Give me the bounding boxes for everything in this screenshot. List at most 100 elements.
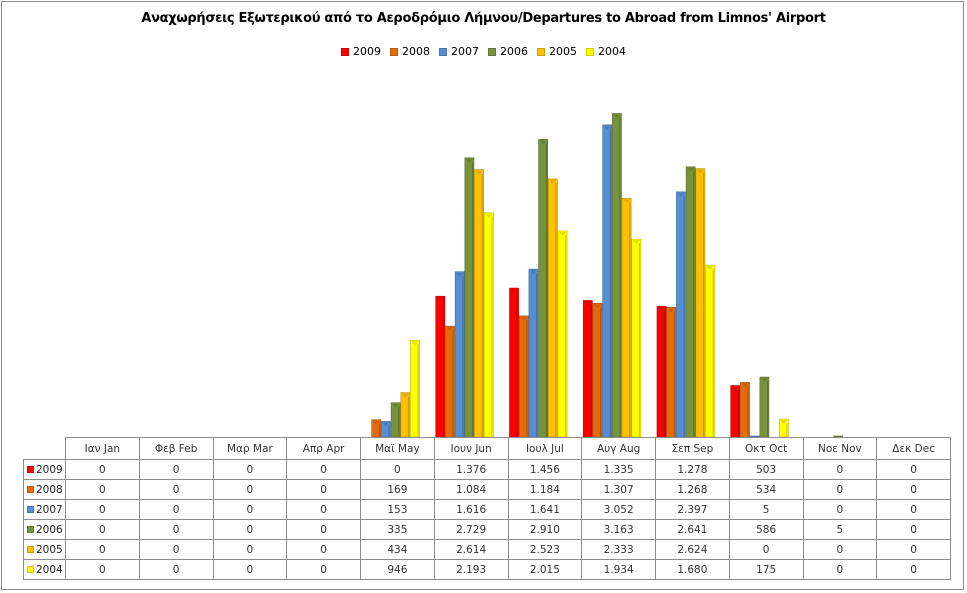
category-label: Μαρ Mar — [212, 437, 288, 460]
data-label: 335 — [360, 519, 435, 540]
series-name: 2006 — [36, 523, 63, 536]
data-label: 0 — [212, 539, 288, 560]
data-label: 3.052 — [581, 499, 656, 520]
legend-label: 2009 — [353, 45, 381, 58]
data-label: 2.333 — [581, 539, 656, 560]
series-row-label: 2009 — [23, 459, 66, 480]
series-swatch — [27, 546, 34, 553]
data-label: 0 — [802, 539, 878, 560]
bar — [740, 382, 750, 438]
data-label: 0 — [65, 559, 140, 580]
data-label: 0 — [286, 459, 361, 480]
data-label: 0 — [138, 479, 214, 500]
bar — [656, 305, 667, 438]
series-row-label: 2005 — [23, 539, 66, 560]
bar — [730, 385, 741, 438]
bar — [371, 419, 382, 438]
category-label: Μαϊ May — [360, 437, 435, 460]
bar — [705, 264, 715, 438]
data-label: 0 — [876, 459, 951, 480]
category-label: Ιουλ Jul — [507, 437, 583, 460]
bar — [528, 268, 539, 438]
series-row-label: 2004 — [23, 559, 66, 580]
data-label: 434 — [360, 539, 435, 560]
bar — [666, 306, 677, 438]
table-row: 2006 0 0 0 0 335 2.729 2.910 3.163 2.641 586 5 0 — [23, 519, 951, 540]
bar — [435, 295, 446, 438]
legend: 2009 2008 2007 2006 2005 2004 — [0, 45, 967, 58]
series-name: 2004 — [36, 563, 63, 576]
legend-swatch — [390, 47, 398, 56]
category-label: Ιουν Jun — [433, 437, 509, 460]
data-label: 0 — [876, 559, 951, 580]
category-label: Νοε Nov — [802, 437, 878, 460]
series-name: 2009 — [36, 463, 63, 476]
bar — [547, 178, 558, 438]
series-name: 2008 — [36, 483, 63, 496]
data-label: 534 — [728, 479, 804, 500]
data-label: 946 — [360, 559, 435, 580]
bar — [676, 191, 686, 438]
data-label: 1.268 — [655, 479, 730, 500]
category-label: Ιαν Jan — [65, 437, 140, 460]
bar — [509, 287, 519, 438]
legend-label: 2006 — [500, 45, 528, 58]
data-label: 0 — [876, 479, 951, 500]
data-label: 0 — [138, 499, 214, 520]
data-label: 0 — [360, 459, 435, 480]
data-label: 0 — [65, 479, 140, 500]
legend-swatch — [586, 47, 594, 56]
legend-label: 2008 — [402, 45, 430, 58]
bar — [454, 271, 465, 438]
data-label: 2.614 — [433, 539, 509, 560]
legend-swatch — [488, 47, 496, 56]
legend-label: 2007 — [451, 45, 479, 58]
data-label: 1.307 — [581, 479, 656, 500]
bar — [474, 169, 484, 438]
legend-item: 2007 — [439, 45, 479, 58]
legend-item: 2009 — [341, 45, 381, 58]
data-label: 2.015 — [507, 559, 583, 580]
legend-item: 2005 — [537, 45, 577, 58]
category-label: Σεπ Sep — [655, 437, 730, 460]
data-label: 1.934 — [581, 559, 656, 580]
data-label: 153 — [360, 499, 435, 520]
legend-label: 2004 — [598, 45, 626, 58]
series-swatch — [27, 486, 34, 493]
data-label: 0 — [138, 559, 214, 580]
data-label: 0 — [212, 459, 288, 480]
legend-swatch — [537, 47, 545, 56]
category-label: Αυγ Aug — [581, 437, 656, 460]
legend-label: 2005 — [549, 45, 577, 58]
data-label: 0 — [728, 539, 804, 560]
data-label: 2.910 — [507, 519, 583, 540]
bar — [592, 303, 603, 438]
data-label: 586 — [728, 519, 804, 540]
data-label: 5 — [802, 519, 878, 540]
legend-item: 2004 — [586, 45, 626, 58]
data-label: 2.624 — [655, 539, 730, 560]
data-label: 1.456 — [507, 459, 583, 480]
bar — [685, 166, 696, 438]
data-label: 2.641 — [655, 519, 730, 540]
data-label: 1.641 — [507, 499, 583, 520]
bar — [778, 418, 789, 438]
data-label: 0 — [802, 499, 878, 520]
table-row: 2004 0 0 0 0 946 2.193 2.015 1.934 1.680 175 0 0 — [23, 559, 951, 580]
table-row: 2005 0 0 0 0 434 2.614 2.523 2.333 2.624 0 0 0 — [23, 539, 951, 560]
data-label: 0 — [65, 539, 140, 560]
bar — [621, 198, 632, 438]
data-label: 0 — [286, 539, 361, 560]
series-swatch — [27, 466, 34, 473]
bar — [695, 168, 706, 438]
category-label: Απρ Apr — [286, 437, 361, 460]
series-name: 2007 — [36, 503, 63, 516]
bar — [464, 157, 475, 438]
category-label: Φεβ Feb — [138, 437, 214, 460]
data-label: 503 — [728, 459, 804, 480]
bar — [759, 376, 770, 438]
data-label: 0 — [138, 539, 214, 560]
bar — [518, 315, 529, 438]
data-label: 0 — [138, 519, 214, 540]
